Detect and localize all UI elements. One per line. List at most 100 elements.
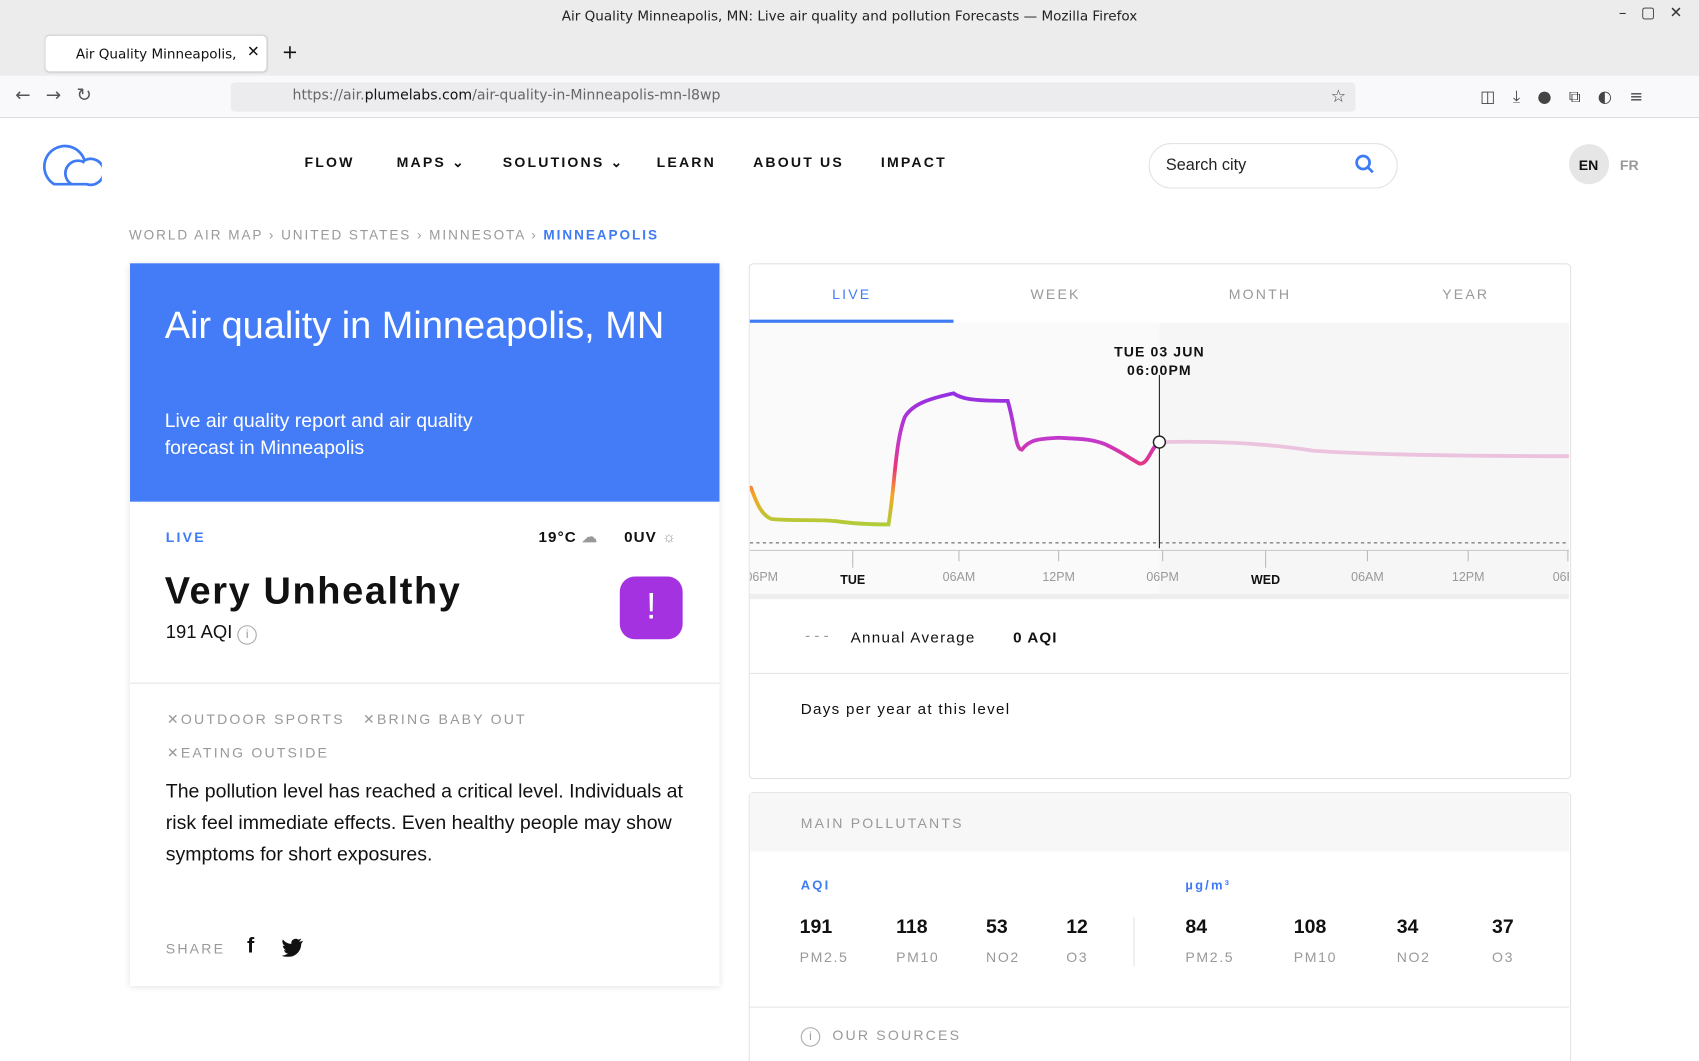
logo[interactable] xyxy=(39,139,102,189)
advice-item: ✕EATING OUTSIDE xyxy=(166,744,330,761)
x-label: 06PM xyxy=(750,570,778,584)
url-domain: plumelabs.com xyxy=(364,87,473,105)
pollutants-card xyxy=(748,792,1572,1061)
uv: 0UV ☼ xyxy=(624,527,678,546)
url-prefix: https://air. xyxy=(292,87,365,105)
live-label: LIVE xyxy=(165,528,206,546)
crumb[interactable]: UNITED STATES xyxy=(281,227,412,243)
hero-title: Air quality in Minneapolis, MN xyxy=(164,304,665,347)
advice-text: BRING BABY OUT xyxy=(376,710,527,728)
tooltip-date: TUE 03 JUN xyxy=(1114,343,1205,359)
pollutant-name: PM2.5 xyxy=(799,949,849,966)
url[interactable]: https://air.plumelabs.com/air-quality-in… xyxy=(293,88,721,104)
pollutant-name: O3 xyxy=(1492,949,1515,966)
tab-indicator xyxy=(749,319,954,323)
aqi-icon: ! xyxy=(619,576,683,640)
pollutant-value: 37 xyxy=(1492,915,1514,938)
aqi-unit: AQI xyxy=(800,877,831,893)
chart-tab[interactable]: LIVE xyxy=(832,286,872,303)
nav-label[interactable]: SOLUTIONS xyxy=(502,153,605,171)
nav-item[interactable]: LEARN xyxy=(656,153,716,171)
aqi-level: Very Unhealthy xyxy=(164,569,462,613)
toolbar-icons[interactable]: ◫⤓●⧉◐≡ xyxy=(1480,86,1661,107)
sources-label[interactable]: OUR SOURCES xyxy=(832,1027,962,1044)
url-path: /air-quality-in-Minneapolis-mn-l8wp xyxy=(472,87,721,105)
tab-title[interactable]: Air Quality Minneapolis, MN xyxy=(75,45,241,62)
annual-label: Annual Average xyxy=(850,628,976,646)
facebook[interactable]: f xyxy=(247,934,255,958)
share-label: SHARE xyxy=(165,940,226,957)
bookmark-star[interactable]: ☆ xyxy=(1330,85,1347,107)
nav-item[interactable]: ABOUT US xyxy=(753,153,844,171)
pollutant-name: PM10 xyxy=(896,949,940,966)
pollutant-name: O3 xyxy=(1066,949,1089,966)
temperature-value: 19°C xyxy=(538,527,577,546)
pollutant-name: PM2.5 xyxy=(1185,949,1235,966)
search-placeholder[interactable]: Search city xyxy=(1165,156,1247,175)
window-controls[interactable]: – ▢ ✕ xyxy=(1618,4,1683,22)
search-box[interactable] xyxy=(1148,143,1398,189)
x-label: 06PM xyxy=(1146,570,1179,584)
temperature: 19°C ☁ xyxy=(538,527,599,546)
tab[interactable] xyxy=(45,35,267,72)
window-title: Air Quality Minneapolis, MN: Live air qu… xyxy=(561,7,1138,24)
chart-tab[interactable]: MONTH xyxy=(1228,286,1292,303)
crumb[interactable]: MINNESOTA xyxy=(429,227,526,243)
advice-item: ✕BRING BABY OUT xyxy=(362,710,527,728)
conc-unit: µg/m³ xyxy=(1185,877,1232,893)
tooltip-time: 06:00PM xyxy=(1127,362,1192,378)
x-label: 12PM xyxy=(1042,570,1075,584)
titlebar xyxy=(0,0,1699,76)
x-label: 12PM xyxy=(1452,570,1485,584)
pollutants-header xyxy=(749,793,1569,852)
url-bar[interactable] xyxy=(230,82,1356,112)
divider xyxy=(1133,916,1135,967)
nav-item[interactable]: FLOW xyxy=(304,153,355,171)
crumb: MINNEAPOLIS xyxy=(543,227,659,243)
x-label: TUE xyxy=(840,573,865,587)
crumb[interactable]: WORLD AIR MAP xyxy=(128,227,264,243)
aqi-text: 191 AQI xyxy=(165,621,233,643)
advice-text: OUTDOOR SPORTS xyxy=(180,710,345,728)
pollutant-value: 53 xyxy=(986,915,1008,938)
divider xyxy=(749,1006,1569,1008)
divider xyxy=(749,672,1569,674)
nav-item[interactable]: IMPACT xyxy=(880,153,947,171)
advice-description: The pollution level has reached a critic… xyxy=(165,780,683,865)
pollutant-value: 12 xyxy=(1066,915,1088,938)
nav-label[interactable]: MAPS xyxy=(396,153,446,171)
chart-tab[interactable]: WEEK xyxy=(1030,286,1081,303)
lang[interactable]: FR xyxy=(1619,157,1639,174)
annual-value: 0 AQI xyxy=(1013,628,1058,646)
nav-buttons[interactable]: ←→↻ xyxy=(15,84,107,107)
pollutant-value: 34 xyxy=(1396,915,1419,938)
advice-text: EATING OUTSIDE xyxy=(180,744,330,761)
pollutant-value: 118 xyxy=(896,915,928,938)
pollutant-name: PM10 xyxy=(1293,949,1338,966)
x-label: 06AM xyxy=(943,570,976,584)
lang[interactable]: EN xyxy=(1578,157,1599,174)
pollutant-name: NO2 xyxy=(1396,949,1431,966)
search-icon[interactable] xyxy=(1354,154,1376,176)
annual-legend-line: - - - xyxy=(805,626,829,644)
new-tab[interactable]: + xyxy=(281,41,299,64)
pollutant-value: 108 xyxy=(1293,915,1327,938)
hero-subtitle: Live air quality report and air quality … xyxy=(164,409,473,459)
sources[interactable]: i OUR SOURCES xyxy=(800,1027,962,1047)
chart-card xyxy=(748,263,1572,780)
lang-active-bg xyxy=(1568,144,1610,185)
pollutants-title: MAIN POLLUTANTS xyxy=(800,814,964,832)
uv-value: 0UV xyxy=(624,527,657,546)
nav-item[interactable]: SOLUTIONS ⌄ xyxy=(502,153,625,171)
twitter[interactable] xyxy=(281,938,304,957)
aqi-chart: 06PM TUE 06AM 12PM 06PM WED 06AM 12PM 06… xyxy=(749,322,1569,600)
breadcrumb: WORLD AIR MAP › UNITED STATES › MINNESOT… xyxy=(128,227,659,243)
nav-item[interactable]: MAPS ⌄ xyxy=(396,153,467,171)
pollutant-value: 191 xyxy=(799,915,833,938)
divider xyxy=(130,682,720,684)
pollutant-name: NO2 xyxy=(986,949,1020,966)
tab-close[interactable]: ✕ xyxy=(247,43,260,61)
chart-tab[interactable]: YEAR xyxy=(1442,286,1490,303)
x-label: 06AM xyxy=(1351,570,1384,584)
